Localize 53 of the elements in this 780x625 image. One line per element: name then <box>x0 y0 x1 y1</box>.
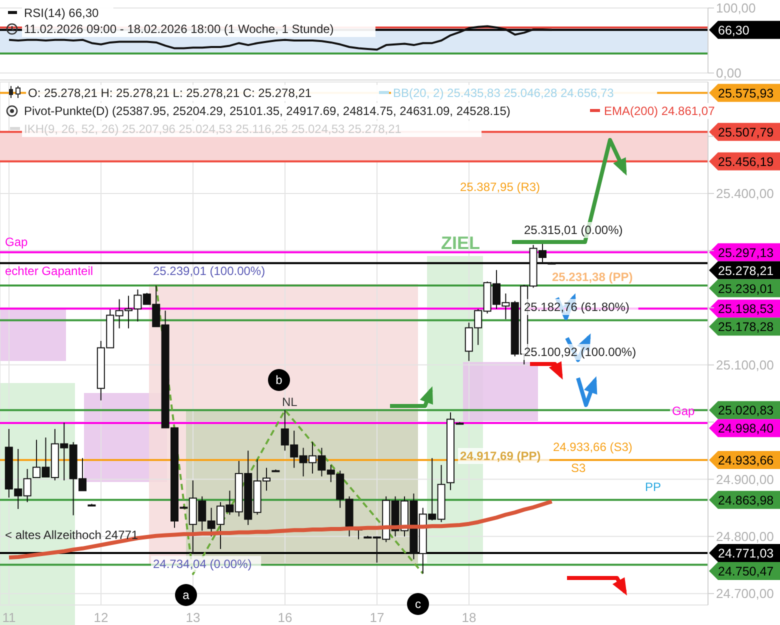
annotation: 25.387,95 (R3) <box>460 180 540 194</box>
ref-line-label: 25.278,21 <box>718 264 774 278</box>
x-tick-label: 16 <box>278 610 292 625</box>
x-tick-label: 17 <box>370 610 384 625</box>
ref-line-label: 25.575,93 <box>718 86 774 100</box>
y-tick-label: 25.100,00 <box>716 358 774 373</box>
annotation: PP <box>645 480 662 494</box>
annotation: Pivot-Punkte(D) (25387.95, 25204.29, 25101.35, 24917.69, 24814.75, 24631.09, 24528.15) <box>24 104 510 118</box>
ref-line-label: 25.178,28 <box>718 320 774 334</box>
ref-line-label: 24.933,66 <box>718 454 774 468</box>
annotation: echter Gapanteil <box>5 264 94 278</box>
annotation: a <box>182 588 190 602</box>
annotation: 24.734,04 (0.00%) <box>153 557 252 571</box>
ref-line-label: 25.198,53 <box>718 302 774 316</box>
ref-line-label: 25.507,79 <box>718 125 774 140</box>
y-tick-label: 24.700,00 <box>716 586 774 602</box>
annotation: NL <box>282 395 298 409</box>
ref-line-label: 24.998,40 <box>718 422 774 436</box>
annotation: 25.315,01 (0.00%) <box>524 223 623 237</box>
ref-line-label: 24.863,98 <box>718 493 774 508</box>
y-tick-label: 24.900,00 <box>716 472 774 487</box>
annotation: 11.02.2026 09:00 - 18.02.2026 18:00 (1 Woche, 1 Stunde) <box>24 22 334 36</box>
annotation: EMA(200) 24.861,07 <box>604 104 716 118</box>
annotation: 24.917,69 (PP) <box>460 449 541 463</box>
y-tick-label: 100,00 <box>716 0 756 16</box>
ref-line-label: 25.297,13 <box>718 246 774 260</box>
annotation: < altes Allzeithoch 24771 <box>5 528 138 542</box>
ref-line-label: 25.020,83 <box>718 404 774 418</box>
x-tick-label: 13 <box>186 610 200 625</box>
ref-line-label: 25.239,01 <box>718 282 774 296</box>
x-tick-label: 11 <box>2 610 16 625</box>
annotation: S3 <box>571 461 586 475</box>
annotation: 25.231,38 (PP) <box>552 270 633 284</box>
annotation: 25.239,01 (100.00%) <box>153 264 266 278</box>
annotation: O: 25.278,21 H: 25.278,21 L: 25.278,21 C: 25.278,21 <box>28 86 312 100</box>
ref-line-label: 24.771,03 <box>718 546 774 560</box>
ref-line-label: 24.750,47 <box>718 564 774 578</box>
y-tick-label: 24.800,00 <box>716 529 774 544</box>
annotation: c <box>415 597 421 611</box>
annotation: RSI(14) 66,30 <box>24 6 100 20</box>
x-tick-label: 18 <box>462 610 476 625</box>
annotation: BB(20, 2) 25.435,83 25.046,28 24.656,73 <box>393 86 614 100</box>
annotation: Gap <box>5 235 28 249</box>
x-tick-label: 12 <box>94 610 108 625</box>
y-tick-label: 25.400,00 <box>716 186 774 202</box>
annotation: ZIEL <box>441 233 480 253</box>
annotation: 25.100,92 (100.00%) <box>524 345 636 359</box>
annotation: b <box>276 373 283 387</box>
ref-line-label: 25.456,19 <box>718 154 774 169</box>
ref-line-label: 66,30 <box>718 23 750 38</box>
y-tick-label: 0,00 <box>716 66 742 81</box>
annotation: 25.182,76 (61.80%) <box>524 300 630 314</box>
annotation: 24.933,66 (S3) <box>553 440 632 454</box>
